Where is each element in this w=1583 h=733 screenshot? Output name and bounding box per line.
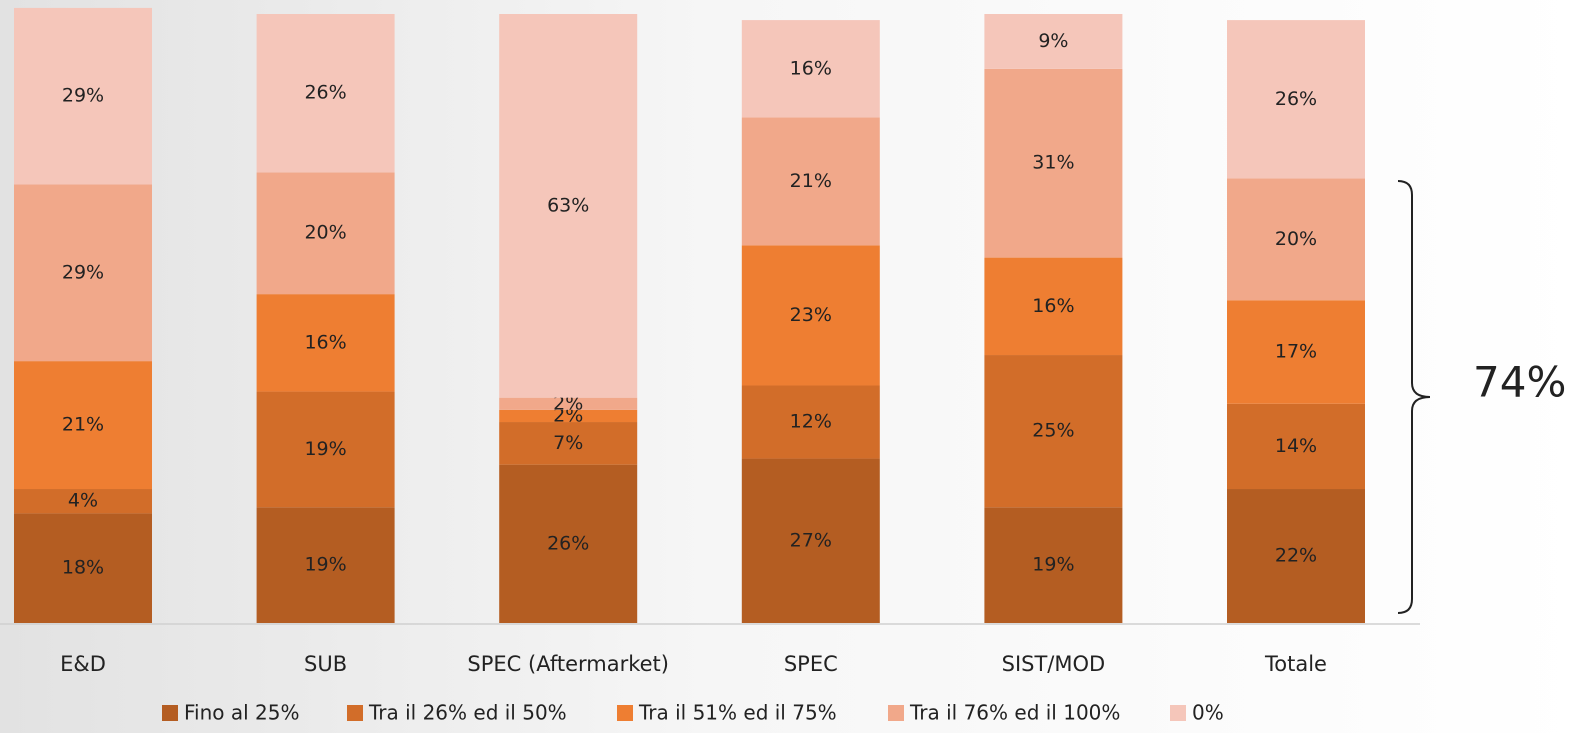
data-label: 9% <box>1038 30 1068 52</box>
data-label: 16% <box>1032 295 1074 317</box>
bar-segment <box>984 257 1123 356</box>
data-label: 20% <box>1275 228 1317 250</box>
data-label: 18% <box>62 557 104 579</box>
bar-segment <box>256 172 395 295</box>
data-label: 21% <box>62 414 104 436</box>
bar-segment <box>1227 300 1365 404</box>
data-label: 21% <box>790 170 832 192</box>
data-label: 23% <box>790 304 832 326</box>
bar-segment <box>256 14 395 173</box>
data-label: 27% <box>790 529 832 551</box>
data-label: 20% <box>304 222 346 244</box>
bar-segment <box>14 184 152 362</box>
data-label: 7% <box>553 432 583 454</box>
data-label: 26% <box>1275 88 1317 110</box>
data-label: 2% <box>553 392 583 414</box>
bar-segment <box>1227 178 1365 301</box>
data-label: 2% <box>553 404 583 426</box>
legend-label: 0% <box>1192 701 1224 725</box>
bar-segment <box>741 245 880 386</box>
data-label: 16% <box>790 57 832 79</box>
bar-segment <box>256 507 395 623</box>
legend-label: Tra il 76% ed il 100% <box>909 701 1120 725</box>
bar-segment <box>741 117 880 246</box>
data-label: 16% <box>304 331 346 353</box>
legend-label: Tra il 51% ed il 75% <box>638 701 837 725</box>
bar-segment <box>984 507 1123 623</box>
bar-segment <box>984 68 1123 258</box>
bar-segment <box>14 513 152 623</box>
legend-swatch <box>347 705 363 721</box>
bar-segment <box>499 464 638 623</box>
legend-swatch <box>1170 705 1186 721</box>
bar-segment <box>256 391 395 508</box>
annotation: 74% <box>1473 358 1566 407</box>
data-label: 4% <box>68 490 98 512</box>
legend-swatch <box>617 705 633 721</box>
bar-segment <box>499 397 638 410</box>
x-tick-label: E&D <box>60 652 106 676</box>
data-label: 25% <box>1032 420 1074 442</box>
bar-segment <box>256 294 395 392</box>
legend-label: Fino al 25% <box>184 701 300 725</box>
bar-segment <box>741 385 880 459</box>
bar-segment <box>1227 489 1365 623</box>
data-label: 26% <box>547 532 589 554</box>
bar-segment <box>984 355 1123 508</box>
bar-segment <box>741 20 880 118</box>
bar-segment <box>499 422 638 465</box>
x-tick-label: SIST/MOD <box>1002 652 1106 676</box>
bar-segment <box>984 14 1123 69</box>
data-label: 29% <box>62 261 104 283</box>
data-label: 29% <box>62 85 104 107</box>
bar-segment <box>499 14 638 398</box>
data-label: 22% <box>1275 545 1317 567</box>
data-label: 14% <box>1275 435 1317 457</box>
brace <box>1397 180 1431 614</box>
x-tick-label: SPEC <box>784 652 838 676</box>
bar-segment <box>499 409 638 423</box>
data-label: 63% <box>547 194 589 216</box>
x-tick-label: SPEC (Aftermarket) <box>467 652 669 676</box>
bar-segment <box>1227 403 1365 490</box>
x-tick-label: Totale <box>1264 652 1327 676</box>
data-label: 19% <box>304 438 346 460</box>
data-label: 31% <box>1032 152 1074 174</box>
bar-segment <box>14 361 152 490</box>
bar-segment <box>1227 20 1365 179</box>
data-label: 17% <box>1275 340 1317 362</box>
legend-swatch <box>162 705 178 721</box>
data-label: 19% <box>304 554 346 576</box>
data-label: 26% <box>304 82 346 104</box>
data-label: 19% <box>1032 554 1074 576</box>
bar-segment <box>741 458 880 623</box>
bar-segment <box>14 489 152 514</box>
legend-swatch <box>888 705 904 721</box>
x-tick-label: SUB <box>304 652 347 676</box>
data-label: 12% <box>790 411 832 433</box>
bar-segment <box>14 7 152 185</box>
legend-label: Tra il 26% ed il 50% <box>368 701 567 725</box>
